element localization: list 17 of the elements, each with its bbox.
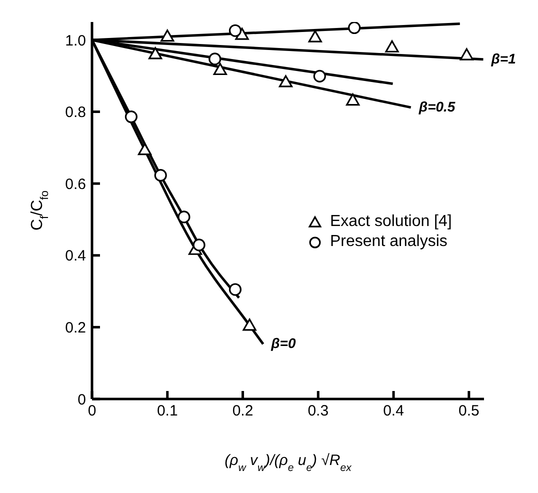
x-tick-label: 0.4 bbox=[383, 402, 404, 420]
y-tick-label: 0.6 bbox=[65, 176, 86, 193]
legend-label: Exact solution [4] bbox=[330, 213, 452, 231]
y-tick-label: 0.8 bbox=[65, 104, 86, 122]
legend-label: Present analysis bbox=[330, 233, 448, 251]
annotation: β=1 bbox=[490, 50, 516, 66]
annotation: β=0.5 bbox=[418, 98, 456, 114]
y-tick-label: 0 bbox=[78, 391, 86, 408]
x-tick-label: 0.1 bbox=[156, 402, 178, 420]
annotation: β=0 bbox=[270, 335, 296, 352]
x-tick-label: 0.3 bbox=[308, 402, 329, 420]
x-tick-label: 0.5 bbox=[458, 402, 480, 420]
x-tick-label: 0.2 bbox=[232, 402, 254, 420]
y-tick-label: 1.0 bbox=[65, 32, 86, 50]
y-tick-label: 0.2 bbox=[65, 320, 86, 337]
text: (ρ$_{w}$ v$_{w}$)/(ρ$_{e}$ u$_{e}$) √R$_{ex}$ bbox=[224, 452, 352, 474]
y-tick-label: 0.4 bbox=[65, 248, 86, 265]
